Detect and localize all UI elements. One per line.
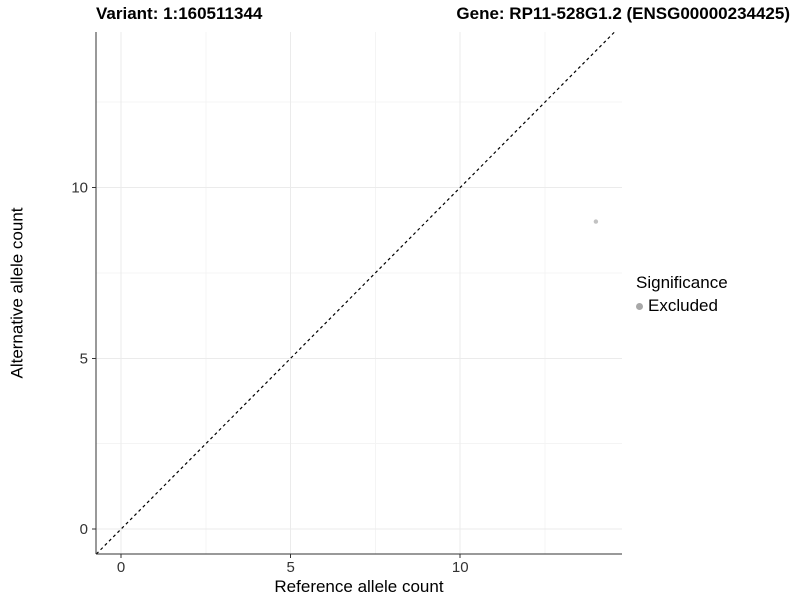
x-tick-label: 5: [286, 559, 294, 576]
x-tick-label: 0: [117, 559, 125, 576]
y-axis-title: Alternative allele count: [8, 207, 28, 379]
data-point: [593, 219, 599, 224]
legend-item-label: Excluded: [648, 296, 718, 315]
y-tick-label: 0: [80, 521, 88, 538]
x-tick-label: 10: [452, 559, 469, 576]
y-axis-title-box: Alternative allele count: [0, 32, 36, 554]
x-axis-title: Reference allele count: [274, 577, 444, 596]
y-tick-label: 10: [71, 179, 88, 196]
plot-title-row: Variant: 1:160511344 Gene: RP11-528G1.2 …: [96, 4, 790, 24]
y-tick-label: 5: [80, 350, 88, 367]
legend-item-excluded: Excluded: [636, 296, 728, 316]
identity-dashed-line: [95, 31, 615, 555]
gene-title: Gene: RP11-528G1.2 (ENSG00000234425): [456, 4, 790, 23]
variant-title: Variant: 1:160511344: [96, 4, 263, 23]
legend-title: Significance: [636, 273, 728, 292]
legend-point-icon: [636, 302, 643, 310]
legend: Significance Excluded: [636, 273, 728, 316]
